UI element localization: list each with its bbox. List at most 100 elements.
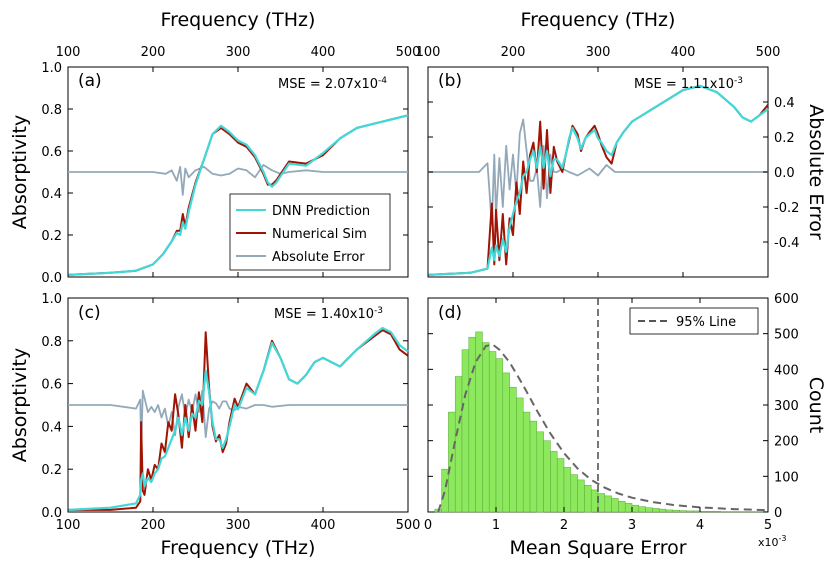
top-x-a-ticklabel: 100 — [56, 45, 81, 60]
bottom-xlabel-d: Mean Square Error — [509, 537, 686, 559]
y-c-ticklabel: 0.6 — [41, 378, 62, 393]
hist-bar — [441, 468, 449, 513]
x-c-ticklabel: 300 — [226, 518, 251, 533]
legend-label-err: Absolute Error — [272, 250, 365, 265]
series-dnn-prediction-a — [67, 114, 409, 276]
x-d-ticklabel: 1 — [492, 518, 500, 533]
hist-bar — [461, 349, 470, 513]
y-a-ticklabel: 0.2 — [41, 229, 62, 244]
y-a-ticklabel: 0.4 — [41, 187, 62, 202]
panel-label-b: (b) — [438, 71, 462, 91]
panel-d-plot — [434, 298, 769, 513]
hist-bar — [522, 411, 531, 513]
y-c-ticklabel: 0.2 — [41, 463, 62, 478]
hist-bar — [488, 351, 497, 513]
y-a-ticklabel: 0.6 — [41, 145, 62, 160]
hist-bar — [713, 511, 721, 513]
y-d-ticklabel: 300 — [774, 399, 799, 414]
y-d-ticklabel: 0 — [774, 506, 782, 521]
y-c-ticklabel: 0.4 — [41, 420, 62, 435]
legend-d-box — [629, 307, 759, 335]
legend-a: DNN Prediction Numerical Sim Absolute Er… — [229, 193, 391, 271]
top-x-b-ticklabel: 100 — [416, 45, 441, 60]
panel-label-c: (c) — [78, 303, 101, 323]
series-dnn-prediction-c — [67, 326, 409, 511]
panel-c-plot — [67, 326, 409, 511]
mse-annotation-c: MSE = 1.40x10-3 — [274, 306, 383, 322]
x-d-ticklabel: 4 — [696, 518, 704, 533]
y-d-ticklabel: 600 — [774, 292, 799, 307]
hist-bar — [665, 509, 674, 513]
y-b-ticklabel: -0.2 — [774, 201, 799, 216]
hist-bar — [502, 372, 510, 513]
mse-annotation-a: MSE = 2.07x10-4 — [278, 76, 387, 92]
hist-bar — [495, 358, 504, 513]
hist-bar — [618, 501, 626, 513]
ylabel-c: Absorptivity — [9, 348, 31, 462]
y-d-ticklabel: 100 — [774, 470, 799, 485]
x-c-ticklabel: 200 — [141, 518, 166, 533]
hist-bar — [699, 511, 708, 513]
hist-bar — [611, 498, 619, 513]
y-b-ticklabel: -0.4 — [774, 236, 799, 251]
y-a-ticklabel: 0.0 — [41, 271, 62, 286]
top-x-a-ticklabel: 200 — [141, 45, 166, 60]
top-x-b-ticklabel: 300 — [586, 45, 611, 60]
hist-bar — [638, 506, 646, 513]
hist-bar — [686, 510, 694, 513]
top-x-b-ticklabel: 200 — [501, 45, 526, 60]
series-numerical-sim-b — [427, 84, 769, 276]
series-absolute-error-c — [68, 389, 408, 455]
series-dnn-prediction-b — [427, 84, 769, 276]
y-c-ticklabel: 0.8 — [41, 335, 62, 350]
top-xlabel-a: Frequency (THz) — [161, 9, 316, 31]
hist-bar — [570, 474, 578, 513]
ylabel-right-d: Count — [805, 377, 827, 433]
hist-bar — [543, 440, 551, 513]
hist-bar — [556, 458, 565, 513]
hist-bar — [482, 342, 490, 513]
hist-bar — [692, 510, 701, 513]
hist-bar — [672, 509, 680, 513]
hist-bar — [597, 493, 606, 513]
x-d-ticklabel: 5 — [764, 518, 772, 533]
x-c-ticklabel: 500 — [396, 518, 421, 533]
y-c-ticklabel: 0.0 — [41, 506, 62, 521]
hist-bar — [454, 376, 463, 513]
panel-label-a: (a) — [78, 71, 102, 91]
x-d-ticklabel: 3 — [628, 518, 636, 533]
y-b-ticklabel: 0.4 — [774, 96, 795, 111]
hist-bar — [563, 467, 572, 513]
hist-bar — [577, 479, 585, 513]
hist-bar — [624, 503, 633, 513]
hist-bar — [584, 485, 592, 513]
top-x-b-ticklabel: 500 — [756, 45, 781, 60]
hist-bar — [658, 508, 667, 513]
y-c-ticklabel: 1.0 — [41, 292, 62, 307]
top-x-a-ticklabel: 400 — [311, 45, 336, 60]
y-a-ticklabel: 1.0 — [41, 61, 62, 76]
top-x-a-ticklabel: 300 — [226, 45, 251, 60]
top-x-a-ticklabel: 500 — [396, 45, 421, 60]
hist-bar — [604, 495, 612, 513]
ylabel-a: Absorptivity — [9, 115, 31, 229]
fit-curve — [437, 343, 769, 513]
mse-annotation-b: MSE = 1.11x10-3 — [634, 76, 743, 92]
ylabel-right-b: Absolute Error — [805, 104, 827, 240]
panel-label-d: (d) — [438, 303, 462, 323]
panel-b-plot — [427, 84, 769, 276]
hist-bar — [509, 386, 517, 513]
y-b-ticklabel: 0.2 — [774, 131, 795, 146]
hist-bar — [631, 504, 640, 513]
panel-a-plot — [67, 114, 409, 276]
hist-bar — [529, 420, 538, 513]
hist-bar — [516, 397, 524, 513]
hist-bar — [536, 431, 544, 513]
series-numerical-sim-c — [68, 329, 409, 511]
top-xlabel-b: Frequency (THz) — [521, 9, 676, 31]
y-d-ticklabel: 200 — [774, 435, 799, 450]
legend-d: 95% Line — [629, 307, 759, 335]
y-d-ticklabel: 400 — [774, 363, 799, 378]
bottom-xlabel-c: Frequency (THz) — [161, 537, 316, 559]
